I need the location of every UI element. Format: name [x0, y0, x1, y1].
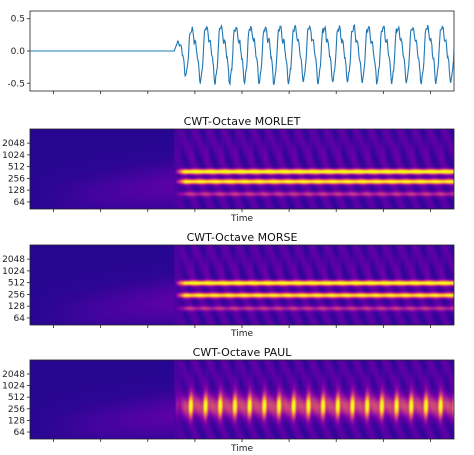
paul-y-tick-label: 1024	[2, 382, 25, 392]
morse-y-tick-label: 64	[14, 314, 26, 324]
morlet-y-tick-label: 512	[8, 163, 25, 173]
paul-x-label: Time	[230, 444, 253, 454]
morse-y-tick-label: 2048	[2, 255, 25, 265]
morlet-y-tick-label: 256	[8, 174, 25, 184]
morlet-x-axis	[53, 209, 431, 212]
signal-y-axis: 0.5 0.0 -0.5	[7, 15, 30, 89]
paul-title: CWT-Octave PAUL	[193, 346, 293, 359]
morlet-y-tick-label: 128	[8, 186, 25, 196]
morse-title: CWT-Octave MORSE	[187, 231, 298, 244]
paul-x-axis	[53, 439, 431, 442]
paul-y-tick-label: 128	[8, 416, 25, 426]
morse-y-tick-label: 512	[8, 279, 25, 289]
morse-y-tick-label: 1024	[2, 267, 25, 277]
morse-heatmap-container	[30, 245, 454, 325]
paul-y-tick-label: 256	[8, 405, 25, 415]
paul-y-tick-label: 512	[8, 393, 25, 403]
signal-y-tick-label: -0.5	[7, 79, 25, 89]
morlet-y-tick-label: 2048	[2, 139, 25, 149]
signal-x-axis	[53, 91, 431, 94]
paul-y-tick-label: 64	[14, 428, 26, 438]
morlet-y-tick-label: 1024	[2, 151, 25, 161]
morlet-heatmap-container	[30, 129, 454, 209]
paul-heatmap-container	[30, 360, 454, 439]
signal-y-tick-label: 0.0	[11, 47, 26, 57]
signal-y-tick-label: 0.5	[11, 15, 25, 25]
morlet-heatmap	[30, 129, 454, 209]
morse-y-tick-label: 128	[8, 302, 25, 312]
signal-series-line	[30, 23, 455, 86]
morse-x-axis	[53, 325, 431, 328]
morlet-y-tick-label: 64	[14, 198, 26, 208]
paul-heatmap	[30, 360, 454, 439]
morlet-title: CWT-Octave MORLET	[184, 115, 301, 128]
morse-x-label: Time	[230, 329, 253, 339]
morse-y-tick-label: 256	[8, 290, 25, 300]
signal-panel: 0.5 0.0 -0.5	[7, 10, 455, 94]
morlet-x-label: Time	[230, 214, 253, 224]
morse-heatmap	[30, 245, 454, 325]
paul-y-tick-label: 2048	[2, 370, 25, 380]
